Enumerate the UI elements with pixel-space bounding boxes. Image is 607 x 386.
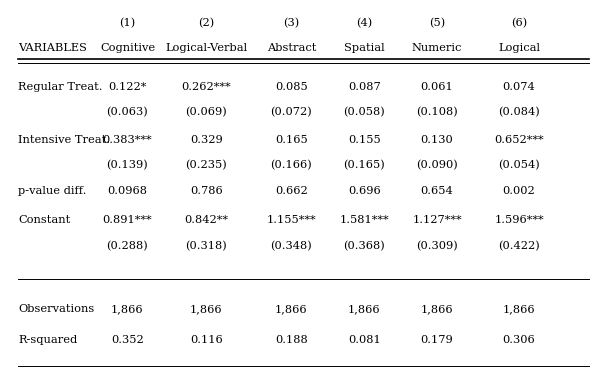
Text: 0.116: 0.116	[190, 335, 223, 345]
Text: (0.348): (0.348)	[271, 241, 312, 251]
Text: (0.072): (0.072)	[271, 107, 312, 117]
Text: (0.422): (0.422)	[498, 241, 540, 251]
Text: 0.085: 0.085	[275, 82, 308, 92]
Text: (0.054): (0.054)	[498, 160, 540, 170]
Text: (0.069): (0.069)	[186, 107, 227, 117]
Text: 0.891***: 0.891***	[103, 215, 152, 225]
Text: 1,866: 1,866	[421, 304, 453, 314]
Text: (4): (4)	[356, 18, 372, 28]
Text: 0.165: 0.165	[275, 135, 308, 145]
Text: 1,866: 1,866	[111, 304, 144, 314]
Text: 0.188: 0.188	[275, 335, 308, 345]
Text: Logical: Logical	[498, 43, 540, 53]
Text: (1): (1)	[120, 18, 135, 28]
Text: (0.166): (0.166)	[271, 160, 312, 170]
Text: 0.329: 0.329	[190, 135, 223, 145]
Text: 0.002: 0.002	[503, 186, 535, 196]
Text: 1.596***: 1.596***	[494, 215, 544, 225]
Text: (0.235): (0.235)	[186, 160, 227, 170]
Text: 0.652***: 0.652***	[494, 135, 544, 145]
Text: 0.696: 0.696	[348, 186, 381, 196]
Text: (0.058): (0.058)	[344, 107, 385, 117]
Text: 1.127***: 1.127***	[412, 215, 462, 225]
Text: VARIABLES: VARIABLES	[18, 43, 87, 53]
Text: 0.0968: 0.0968	[107, 186, 148, 196]
Text: 0.842**: 0.842**	[185, 215, 228, 225]
Text: 0.087: 0.087	[348, 82, 381, 92]
Text: (0.309): (0.309)	[416, 241, 458, 251]
Text: 1,866: 1,866	[503, 304, 535, 314]
Text: Intensive Treat.: Intensive Treat.	[18, 135, 110, 145]
Text: R-squared: R-squared	[18, 335, 78, 345]
Text: 0.383***: 0.383***	[103, 135, 152, 145]
Text: (0.108): (0.108)	[416, 107, 458, 117]
Text: 0.662: 0.662	[275, 186, 308, 196]
Text: 0.130: 0.130	[421, 135, 453, 145]
Text: (0.318): (0.318)	[186, 241, 227, 251]
Text: 1.155***: 1.155***	[266, 215, 316, 225]
Text: 0.122*: 0.122*	[108, 82, 147, 92]
Text: 0.155: 0.155	[348, 135, 381, 145]
Text: (0.139): (0.139)	[107, 160, 148, 170]
Text: (0.165): (0.165)	[344, 160, 385, 170]
Text: Abstract: Abstract	[266, 43, 316, 53]
Text: Spatial: Spatial	[344, 43, 384, 53]
Text: 0.786: 0.786	[190, 186, 223, 196]
Text: 1.581***: 1.581***	[339, 215, 389, 225]
Text: (2): (2)	[198, 18, 214, 28]
Text: 0.262***: 0.262***	[181, 82, 231, 92]
Text: 0.081: 0.081	[348, 335, 381, 345]
Text: 0.654: 0.654	[421, 186, 453, 196]
Text: 0.074: 0.074	[503, 82, 535, 92]
Text: 0.061: 0.061	[421, 82, 453, 92]
Text: Logical-Verbal: Logical-Verbal	[165, 43, 248, 53]
Text: 1,866: 1,866	[275, 304, 308, 314]
Text: 0.306: 0.306	[503, 335, 535, 345]
Text: (3): (3)	[283, 18, 299, 28]
Text: 0.179: 0.179	[421, 335, 453, 345]
Text: Regular Treat.: Regular Treat.	[18, 82, 103, 92]
Text: (5): (5)	[429, 18, 445, 28]
Text: 1,866: 1,866	[348, 304, 381, 314]
Text: Constant: Constant	[18, 215, 70, 225]
Text: (0.063): (0.063)	[107, 107, 148, 117]
Text: Cognitive: Cognitive	[100, 43, 155, 53]
Text: Observations: Observations	[18, 304, 95, 314]
Text: (0.090): (0.090)	[416, 160, 458, 170]
Text: (6): (6)	[511, 18, 527, 28]
Text: (0.368): (0.368)	[344, 241, 385, 251]
Text: (0.288): (0.288)	[107, 241, 148, 251]
Text: 1,866: 1,866	[190, 304, 223, 314]
Text: (0.084): (0.084)	[498, 107, 540, 117]
Text: Numeric: Numeric	[412, 43, 462, 53]
Text: 0.352: 0.352	[111, 335, 144, 345]
Text: p-value diff.: p-value diff.	[18, 186, 87, 196]
